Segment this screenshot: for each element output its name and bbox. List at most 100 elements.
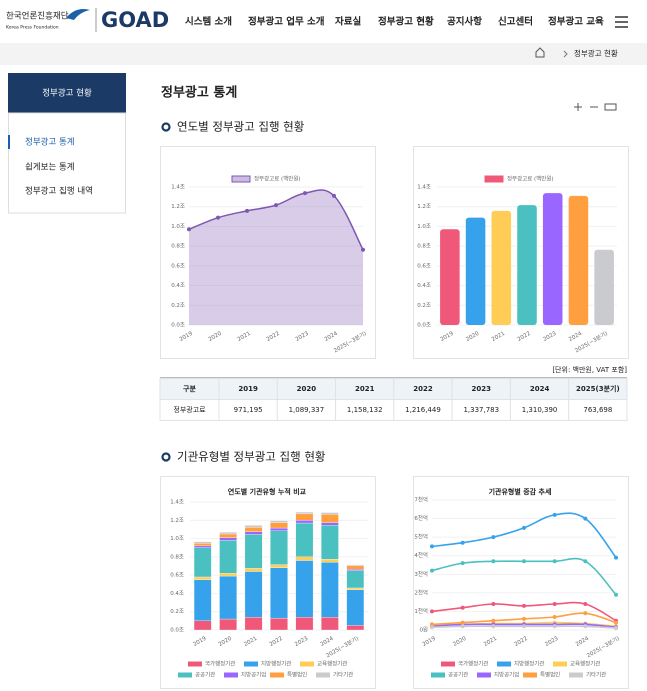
legend-label: 국가행정기관	[458, 660, 488, 668]
legend-swatch	[224, 672, 238, 678]
y-tick-label: 1.4조	[417, 184, 431, 191]
zoom-in[interactable]	[574, 103, 582, 111]
legend-swatch	[300, 661, 314, 667]
table-cell-text: 1,337,783	[463, 406, 499, 414]
area-fill	[189, 189, 363, 325]
bar-segment	[193, 545, 212, 548]
sidebar-item[interactable]: 쉽게보는 통계	[25, 162, 75, 173]
bar-segment	[295, 560, 314, 618]
bar-segment	[193, 542, 212, 547]
legend-label: 기타기관	[586, 671, 606, 679]
point	[274, 203, 278, 208]
bar-segment	[193, 541, 212, 544]
print-button[interactable]	[604, 103, 617, 111]
legend-swatch	[231, 175, 251, 183]
point	[552, 559, 557, 564]
point	[460, 620, 465, 625]
bar-segment	[270, 567, 288, 619]
unit-note: [단위: 백만원, VAT 포함]	[552, 365, 627, 374]
y-tick-label: 0.0조	[171, 322, 185, 329]
breadcrumb-current[interactable]: 정부광고 현황	[574, 48, 618, 58]
section-title: 기관유형별 정부광고 집행 현황	[177, 450, 326, 464]
point	[491, 618, 496, 623]
bar-segment	[321, 512, 339, 515]
bar-segment	[270, 564, 288, 568]
bar-segment	[244, 525, 263, 528]
nav-item[interactable]: 신고센터	[498, 16, 533, 28]
point	[583, 559, 588, 564]
point	[361, 247, 365, 252]
nav-item[interactable]: 시스템 소개	[185, 16, 232, 28]
y-tick-label: 0.0조	[170, 627, 184, 634]
y-tick-label: 1.0조	[417, 223, 431, 230]
legend-label: 공공기관	[448, 671, 468, 679]
sidebar-item[interactable]: 정부광고 집행 내역	[25, 186, 93, 197]
bar-segment	[219, 533, 237, 538]
bar-segment	[295, 511, 314, 515]
nav-item[interactable]: 공지사항	[447, 16, 482, 28]
point	[216, 215, 220, 220]
legend-swatch	[477, 672, 491, 678]
y-tick-label: 1.2조	[417, 203, 431, 210]
table-cell-text: 971,195	[234, 406, 263, 414]
point	[491, 535, 496, 540]
table-header: 2025(3분기)	[576, 384, 620, 393]
point	[460, 624, 465, 629]
y-tick-label: 1.4조	[170, 499, 184, 506]
legend-label: 특별법인	[540, 671, 560, 679]
menu-button[interactable]	[615, 16, 628, 28]
chart-card	[413, 476, 629, 689]
nav-item[interactable]: 자료실	[335, 16, 361, 28]
table-header: 2019	[238, 385, 258, 393]
point	[583, 516, 588, 521]
sidebar-header	[8, 73, 126, 113]
legend-swatch	[441, 661, 455, 667]
table-cell-text: 1,089,337	[289, 406, 325, 414]
legend-label: 지방행정기관	[514, 660, 544, 668]
bar-segment	[321, 522, 339, 526]
chart-title: 기관유형별 증감 추세	[489, 487, 552, 496]
home-icon[interactable]	[535, 47, 545, 58]
legend-label: 지방공기업	[494, 671, 519, 679]
bar	[491, 210, 512, 325]
legend-label: 지방공기업	[241, 671, 266, 679]
page-title: 정부광고 통계	[161, 85, 237, 101]
legend-swatch	[569, 672, 583, 678]
legend-label: 교육행정기관	[570, 660, 600, 668]
chart-card	[160, 476, 376, 689]
y-tick-label: 2천억	[414, 588, 428, 596]
org-name[interactable]: 한국언론진흥재단	[6, 11, 69, 22]
brand[interactable]: GOAD	[101, 8, 169, 32]
nav-item[interactable]: 정부광고 업무 소개	[248, 16, 325, 28]
point	[614, 626, 618, 631]
table-header: 2023	[472, 385, 492, 393]
bar-segment	[346, 589, 365, 626]
bar-segment	[321, 562, 339, 618]
bar-segment	[295, 520, 314, 524]
bar	[594, 249, 614, 325]
point	[583, 611, 588, 616]
table-header: 2021	[355, 385, 375, 393]
y-tick-label: 0.2조	[417, 302, 431, 309]
y-tick-label: 1.2조	[171, 203, 185, 210]
bar	[542, 193, 563, 325]
point	[460, 605, 465, 610]
y-tick-label: 1.4조	[171, 184, 185, 191]
nav-item[interactable]: 정부광고 교육	[548, 16, 604, 28]
bar-segment	[219, 573, 237, 577]
y-tick-label: 0.6조	[171, 262, 185, 269]
legend-label: 정부광고료 (백만원)	[254, 175, 301, 183]
nav-item[interactable]: 정부광고 현황	[378, 16, 434, 28]
point	[491, 624, 496, 629]
legend-label: 공공기관	[195, 671, 215, 679]
bar-segment	[219, 575, 237, 620]
point	[522, 616, 526, 621]
bar-segment	[219, 532, 237, 535]
bar-segment	[219, 537, 237, 541]
bar-segment	[219, 618, 237, 631]
bar-segment	[346, 570, 365, 589]
point	[552, 602, 557, 606]
y-tick-label: 0.6조	[170, 572, 184, 579]
sidebar-item[interactable]: 정부광고 통계	[25, 137, 75, 148]
